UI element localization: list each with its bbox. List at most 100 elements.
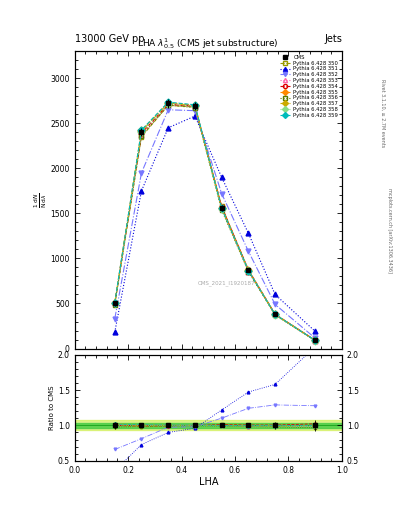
Pythia 6.428 353 xyxy=(112,301,117,307)
Pythia 6.428 350 xyxy=(273,312,277,318)
Pythia 6.428 350 xyxy=(112,301,117,307)
Pythia 6.428 351 xyxy=(313,328,318,334)
Pythia 6.428 354 xyxy=(246,267,251,273)
Pythia 6.428 354 xyxy=(219,204,224,210)
Text: CMS_2021_I1920187: CMS_2021_I1920187 xyxy=(198,280,256,286)
Pythia 6.428 354 xyxy=(273,311,277,317)
Pythia 6.428 351 xyxy=(273,291,277,297)
Bar xyxy=(75,420,342,431)
Pythia 6.428 359 xyxy=(193,102,197,108)
Pythia 6.428 353 xyxy=(219,205,224,211)
Legend: CMS, Pythia 6.428 350, Pythia 6.428 351, Pythia 6.428 352, Pythia 6.428 353, Pyt: CMS, Pythia 6.428 350, Pythia 6.428 351,… xyxy=(279,54,339,119)
X-axis label: LHA: LHA xyxy=(198,477,218,487)
Text: Jets: Jets xyxy=(324,33,342,44)
Pythia 6.428 358 xyxy=(313,337,318,344)
Pythia 6.428 359 xyxy=(246,267,251,273)
Pythia 6.428 358 xyxy=(193,103,197,110)
Pythia 6.428 359 xyxy=(313,337,318,344)
Pythia 6.428 357 xyxy=(166,100,171,106)
Line: Pythia 6.428 350: Pythia 6.428 350 xyxy=(112,103,318,343)
Pythia 6.428 352 xyxy=(313,335,318,342)
Line: Pythia 6.428 351: Pythia 6.428 351 xyxy=(112,114,318,335)
Pythia 6.428 359 xyxy=(219,205,224,211)
Line: Pythia 6.428 352: Pythia 6.428 352 xyxy=(112,108,318,340)
Y-axis label: $\frac{1}{\mathrm{N}}\frac{\mathrm{d}N}{\mathrm{d}\lambda}$: $\frac{1}{\mathrm{N}}\frac{\mathrm{d}N}{… xyxy=(33,192,49,208)
Bar xyxy=(75,422,342,428)
Pythia 6.428 359 xyxy=(112,300,117,306)
Pythia 6.428 357 xyxy=(112,300,117,306)
Pythia 6.428 354 xyxy=(139,130,144,136)
Pythia 6.428 358 xyxy=(112,300,117,306)
Pythia 6.428 358 xyxy=(166,100,171,106)
Pythia 6.428 354 xyxy=(193,103,197,109)
Pythia 6.428 356 xyxy=(273,312,277,318)
Pythia 6.428 351 xyxy=(112,329,117,335)
Pythia 6.428 356 xyxy=(139,133,144,139)
Line: Pythia 6.428 355: Pythia 6.428 355 xyxy=(112,100,318,343)
Pythia 6.428 352 xyxy=(139,170,144,176)
Pythia 6.428 352 xyxy=(166,106,171,113)
Pythia 6.428 357 xyxy=(246,267,251,273)
Pythia 6.428 355 xyxy=(112,300,117,306)
Pythia 6.428 355 xyxy=(273,311,277,317)
Pythia 6.428 357 xyxy=(313,337,318,344)
Pythia 6.428 354 xyxy=(112,301,117,307)
Pythia 6.428 357 xyxy=(219,205,224,211)
Pythia 6.428 356 xyxy=(246,268,251,274)
Pythia 6.428 356 xyxy=(219,207,224,213)
Pythia 6.428 353 xyxy=(313,337,318,344)
Pythia 6.428 351 xyxy=(166,125,171,131)
Pythia 6.428 357 xyxy=(273,311,277,317)
Pythia 6.428 355 xyxy=(219,205,224,211)
Pythia 6.428 355 xyxy=(313,337,318,344)
Line: Pythia 6.428 354: Pythia 6.428 354 xyxy=(112,102,318,343)
Pythia 6.428 353 xyxy=(166,101,171,108)
Pythia 6.428 359 xyxy=(139,127,144,133)
Pythia 6.428 350 xyxy=(139,134,144,140)
Pythia 6.428 356 xyxy=(193,104,197,111)
Pythia 6.428 350 xyxy=(193,104,197,110)
Pythia 6.428 356 xyxy=(313,337,318,344)
Pythia 6.428 351 xyxy=(219,174,224,180)
Pythia 6.428 355 xyxy=(166,99,171,105)
Pythia 6.428 352 xyxy=(193,108,197,114)
Line: Pythia 6.428 359: Pythia 6.428 359 xyxy=(112,100,318,343)
Pythia 6.428 359 xyxy=(166,99,171,105)
Pythia 6.428 354 xyxy=(166,101,171,108)
Pythia 6.428 351 xyxy=(193,113,197,119)
Line: Pythia 6.428 357: Pythia 6.428 357 xyxy=(112,100,318,343)
Pythia 6.428 352 xyxy=(112,316,117,322)
Pythia 6.428 358 xyxy=(219,206,224,212)
Pythia 6.428 352 xyxy=(273,302,277,308)
Pythia 6.428 358 xyxy=(139,129,144,135)
Pythia 6.428 355 xyxy=(193,102,197,109)
Pythia 6.428 358 xyxy=(273,312,277,318)
Title: LHA $\lambda^{1}_{0.5}$ (CMS jet substructure): LHA $\lambda^{1}_{0.5}$ (CMS jet substru… xyxy=(138,36,279,51)
Text: Rivet 3.1.10, ≥ 2.7M events: Rivet 3.1.10, ≥ 2.7M events xyxy=(381,78,386,147)
Pythia 6.428 352 xyxy=(219,190,224,197)
Line: Pythia 6.428 353: Pythia 6.428 353 xyxy=(112,102,318,343)
Pythia 6.428 353 xyxy=(139,132,144,138)
Pythia 6.428 350 xyxy=(313,337,318,344)
Pythia 6.428 351 xyxy=(139,188,144,194)
Line: Pythia 6.428 358: Pythia 6.428 358 xyxy=(112,101,318,343)
Text: mcplots.cern.ch [arXiv:1306.3436]: mcplots.cern.ch [arXiv:1306.3436] xyxy=(387,188,391,273)
Pythia 6.428 352 xyxy=(246,248,251,254)
Y-axis label: Ratio to CMS: Ratio to CMS xyxy=(49,386,55,430)
Pythia 6.428 357 xyxy=(139,129,144,135)
Pythia 6.428 350 xyxy=(246,267,251,273)
Pythia 6.428 353 xyxy=(246,268,251,274)
Pythia 6.428 353 xyxy=(273,311,277,317)
Pythia 6.428 355 xyxy=(139,127,144,134)
Text: 13000 GeV pp: 13000 GeV pp xyxy=(75,33,144,44)
Pythia 6.428 353 xyxy=(193,103,197,109)
Pythia 6.428 359 xyxy=(273,311,277,317)
Pythia 6.428 350 xyxy=(219,203,224,209)
Line: Pythia 6.428 356: Pythia 6.428 356 xyxy=(112,103,318,343)
Pythia 6.428 357 xyxy=(193,102,197,109)
Pythia 6.428 351 xyxy=(246,230,251,236)
Pythia 6.428 356 xyxy=(112,302,117,308)
Pythia 6.428 355 xyxy=(246,268,251,274)
Pythia 6.428 354 xyxy=(313,337,318,344)
Pythia 6.428 350 xyxy=(166,102,171,109)
